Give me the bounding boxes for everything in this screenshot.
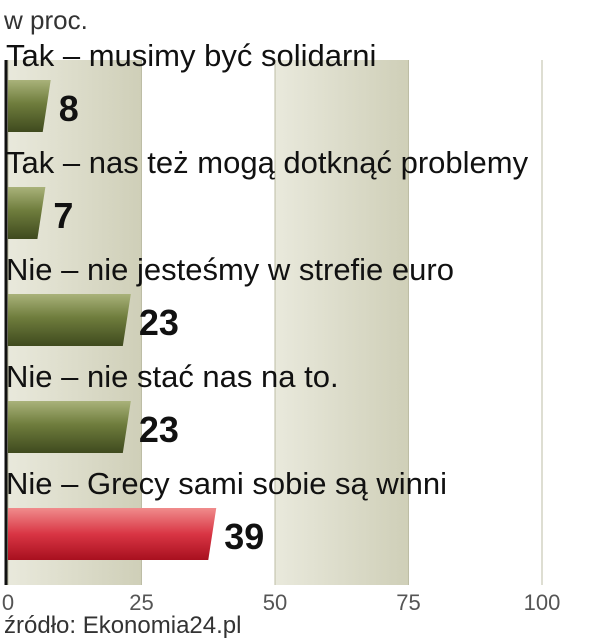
x-axis-ticks: 0 25 50 75 100 bbox=[2, 590, 560, 615]
category-label-5: Nie – Grecy sami sobie są winni bbox=[6, 466, 447, 501]
tick-label-75: 75 bbox=[396, 590, 420, 615]
category-label-2: Tak – nas też mogą dotknąć problemy bbox=[6, 145, 529, 180]
tick-label-100: 100 bbox=[524, 590, 561, 615]
bar-5 bbox=[8, 508, 217, 560]
value-label-1: 8 bbox=[59, 88, 79, 129]
value-label-4: 23 bbox=[139, 409, 179, 450]
value-label-5: 39 bbox=[224, 516, 264, 557]
bars: Tak – musimy być solidarni 8 Tak – nas też… bbox=[6, 38, 529, 560]
category-label-3: Nie – nie jesteśmy w strefie euro bbox=[6, 252, 454, 287]
unit-label: w proc. bbox=[3, 5, 88, 35]
tick-label-25: 25 bbox=[129, 590, 153, 615]
bar-3 bbox=[8, 294, 131, 346]
value-label-3: 23 bbox=[139, 302, 179, 343]
category-label-1: Tak – musimy być solidarni bbox=[6, 38, 376, 73]
bar-4 bbox=[8, 401, 131, 453]
tick-label-0: 0 bbox=[2, 590, 14, 615]
tick-label-50: 50 bbox=[263, 590, 287, 615]
grid-band bbox=[275, 60, 409, 585]
bar-1 bbox=[8, 80, 51, 132]
bar-2 bbox=[8, 187, 46, 239]
value-label-2: 7 bbox=[53, 195, 73, 236]
source-label: źródło: Ekonomia24.pl bbox=[4, 612, 241, 639]
category-label-4: Nie – nie stać nas na to. bbox=[6, 359, 339, 394]
